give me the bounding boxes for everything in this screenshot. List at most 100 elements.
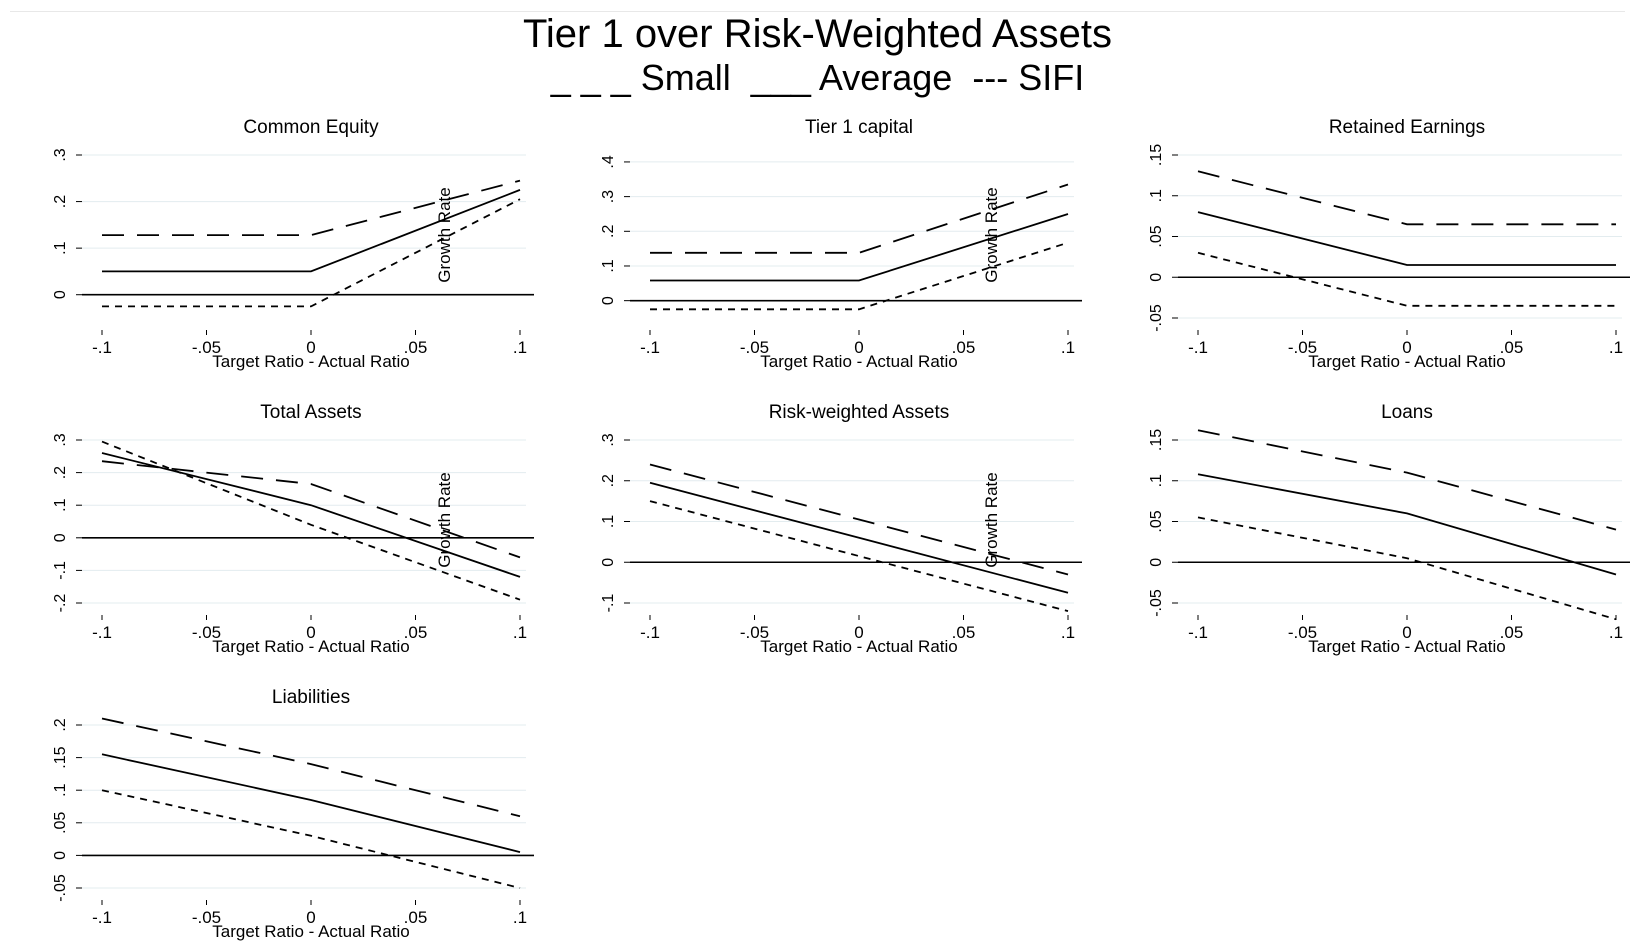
top-rule (10, 11, 1625, 12)
panel-7-series-long-dash-line (101, 717, 521, 818)
panel-7-series-short-dash-line (101, 789, 521, 889)
panel-4-x-tick-label: 0 (306, 623, 315, 642)
panel-1-y-tick-label: .3 (52, 148, 69, 161)
panel-7-x-axis-title: Target Ratio - Actual Ratio (212, 922, 409, 941)
panel-5-x-tick-label: .1 (1061, 623, 1075, 642)
panel-4-y-axis-title: Growth Rate (435, 472, 454, 567)
panel-5-x-tick-label: .05 (952, 623, 976, 642)
panel-5-x-tick-label: 0 (854, 623, 863, 642)
panel-1-x-tick-label: .05 (404, 338, 428, 357)
panel-4-series-solid-line (101, 452, 521, 578)
panel-5-series-solid-line (649, 481, 1069, 594)
panel-6-y-tick-label: .05 (1148, 510, 1165, 532)
panel-7-title: Liabilities (272, 687, 350, 708)
panel-7-y-tick-label: .1 (52, 783, 69, 796)
figure-legend: _ _ _ Small ___ Average --- SIFI (550, 57, 1085, 98)
panel-6-y-tick-label: 0 (1148, 558, 1165, 567)
panel-4-title: Total Assets (260, 402, 361, 423)
panel-5-y-tick-label: .3 (600, 433, 617, 446)
panel-7-y-tick-label: .15 (52, 746, 69, 768)
panel-2-series-short-dash-line (650, 241, 1069, 311)
panel-6-series-solid-line (1197, 473, 1617, 576)
panel-5-y-tick-label: .1 (600, 515, 617, 528)
panel-3-y-tick-label: .1 (1148, 189, 1165, 202)
panel-1-x-tick-label: 0 (306, 338, 315, 357)
panel-1-series-short-dash-line (102, 198, 521, 308)
panel-3-title: Retained Earnings (1329, 117, 1485, 138)
panel-5-y-tick-label: 0 (600, 558, 617, 567)
panel-6-series-short-dash-line (1197, 516, 1617, 621)
panel-6-x-tick-label: -.05 (1288, 623, 1317, 642)
panel-3-x-tick-label: 0 (1402, 338, 1411, 357)
panel-2-series-solid-line (650, 213, 1069, 282)
panel-6-x-tick-label: .1 (1609, 623, 1623, 642)
panel-5-x-tick-label: -.1 (640, 623, 660, 642)
panel-7-y-tick-label: .05 (52, 812, 69, 834)
panel-1-x-tick-label: -.05 (192, 338, 221, 357)
panel-4-y-tick-label: 0 (52, 533, 69, 542)
panel-2-x-tick-label: .1 (1061, 338, 1075, 357)
panel-5-x-axis-title: Target Ratio - Actual Ratio (760, 637, 957, 656)
panel-4-y-tick-label: .1 (52, 498, 69, 511)
panel-4-y-tick-label: .2 (52, 466, 69, 479)
panel-7-y-tick-label: -.05 (52, 874, 69, 902)
panel-6-x-tick-label: 0 (1402, 623, 1411, 642)
panel-1-y-tick-label: .1 (52, 241, 69, 254)
panel-4-x-axis-title: Target Ratio - Actual Ratio (212, 637, 409, 656)
panel-1-y-tick-label: 0 (52, 290, 69, 299)
panel-2-title: Tier 1 capital (805, 117, 913, 138)
panel-6-x-axis-title: Target Ratio - Actual Ratio (1308, 637, 1505, 656)
panel-7-x-tick-label: 0 (306, 908, 315, 927)
panel-1-y-axis-title: Growth Rate (435, 187, 454, 282)
panel-3-y-tick-label: .05 (1148, 225, 1165, 247)
panel-3-x-tick-label: .1 (1609, 338, 1623, 357)
panel-6-series-long-dash-line (1197, 429, 1617, 531)
panel-2-y-tick-label: .2 (600, 225, 617, 238)
panel-5-y-tick-label: .2 (600, 474, 617, 487)
panel-3-x-tick-label: -.1 (1188, 338, 1208, 357)
panel-5-title: Risk-weighted Assets (769, 402, 950, 423)
panel-3-x-tick-label: -.05 (1288, 338, 1317, 357)
panel-6-x-tick-label: -.1 (1188, 623, 1208, 642)
panel-1-series-long-dash-line (102, 179, 521, 237)
panel-4-x-tick-label: .1 (513, 623, 527, 642)
panel-2-series-long-dash-line (650, 183, 1069, 254)
panel-6-title: Loans (1381, 402, 1433, 423)
panel-3-y-tick-label: 0 (1148, 273, 1165, 282)
panel-4-y-tick-label: -.1 (52, 561, 69, 580)
panel-5-x-tick-label: -.05 (740, 623, 769, 642)
panel-7-x-tick-label: -.05 (192, 908, 221, 927)
panel-4-y-tick-label: .3 (52, 433, 69, 446)
panel-3-x-axis-title: Target Ratio - Actual Ratio (1308, 352, 1505, 371)
panel-6-y-tick-label: .15 (1148, 429, 1165, 451)
panel-1-title: Common Equity (243, 117, 379, 138)
panel-2-x-axis-title: Target Ratio - Actual Ratio (760, 352, 957, 371)
panel-7-y-tick-label: .2 (52, 718, 69, 731)
panel-2-x-tick-label: -.1 (640, 338, 660, 357)
figure-title: Tier 1 over Risk-Weighted Assets (522, 12, 1113, 56)
panel-3-x-tick-label: .05 (1500, 338, 1524, 357)
panel-2-x-tick-label: .05 (952, 338, 976, 357)
panel-4-series-long-dash-line (101, 460, 521, 559)
panel-4-x-tick-label: -.05 (192, 623, 221, 642)
panel-3-y-tick-label: -.05 (1148, 304, 1165, 332)
panel-2-y-tick-label: 0 (600, 296, 617, 305)
panel-5-series-long-dash-line (649, 463, 1069, 576)
panel-5-y-tick-label: -.1 (600, 594, 617, 613)
panel-3-series-solid-line (1197, 211, 1616, 266)
panel-7-x-tick-label: -.1 (92, 908, 112, 927)
panel-1-series-solid-line (102, 189, 521, 273)
panel-5-series-short-dash-line (649, 500, 1069, 612)
panel-6-y-tick-label: .1 (1148, 474, 1165, 487)
panel-5-y-axis-title: Growth Rate (982, 472, 1001, 567)
panel-4-x-tick-label: -.1 (92, 623, 112, 642)
panel-3-series-long-dash-line (1197, 170, 1616, 226)
panel-6-x-tick-label: .05 (1500, 623, 1524, 642)
panel-2-x-tick-label: -.05 (740, 338, 769, 357)
panel-2-x-tick-label: 0 (854, 338, 863, 357)
panel-7-x-tick-label: .05 (404, 908, 428, 927)
panel-2-y-tick-label: .3 (600, 190, 617, 203)
panel-7-x-tick-label: .1 (513, 908, 527, 927)
panel-7-y-tick-label: 0 (52, 851, 69, 860)
